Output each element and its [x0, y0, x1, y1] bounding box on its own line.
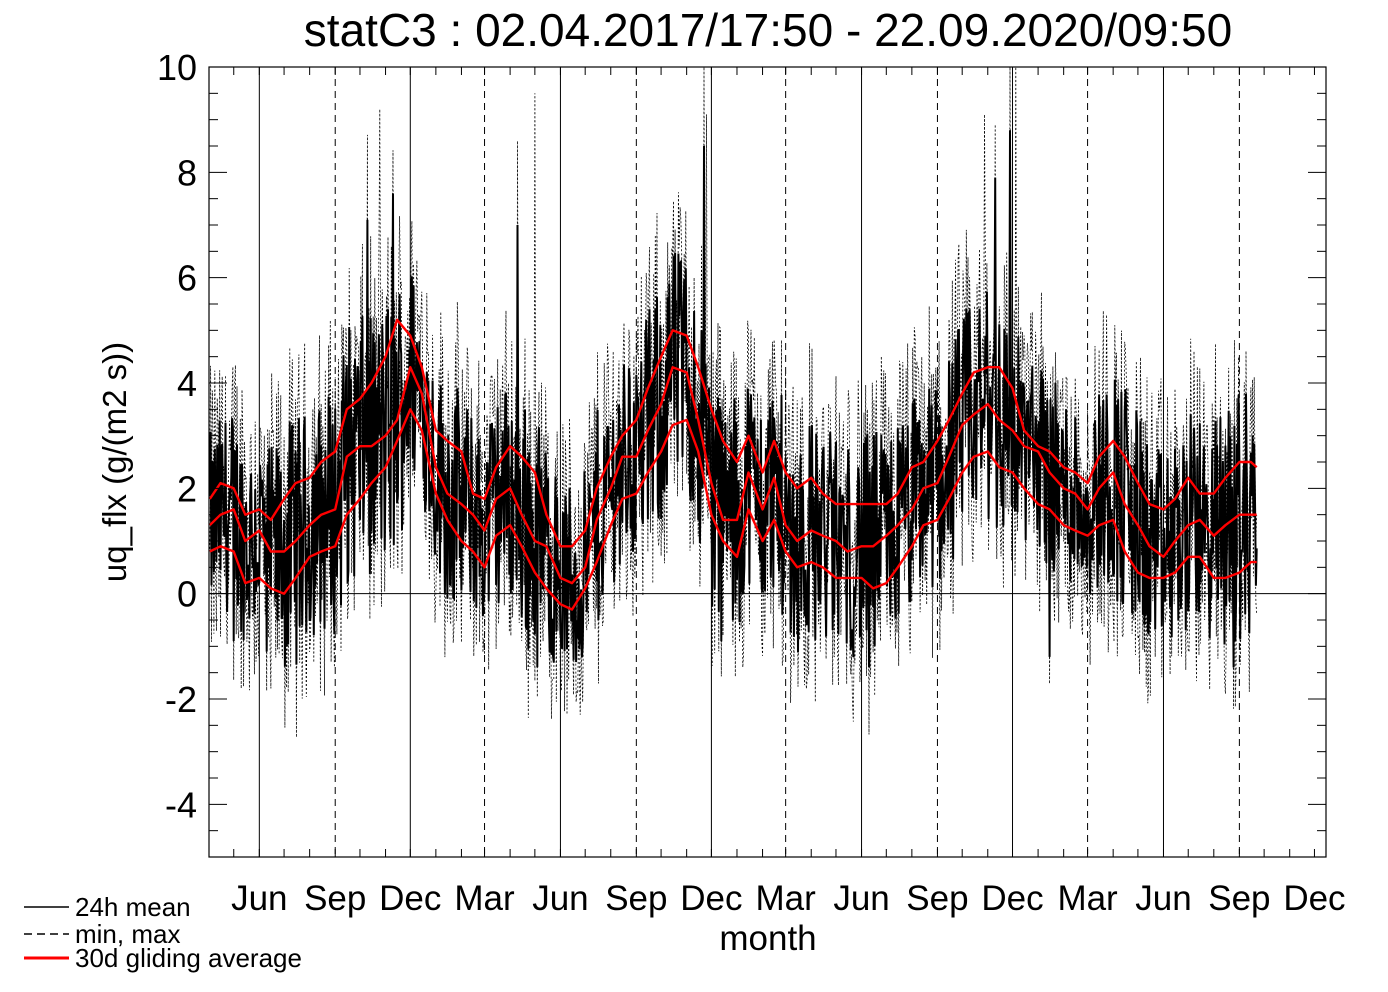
y-tick-label: 4	[177, 363, 197, 404]
x-axis-label: month	[719, 919, 816, 958]
y-tick-label: 10	[157, 47, 197, 88]
y-tick-label: -4	[165, 784, 197, 825]
x-tick-label: Dec	[1283, 879, 1345, 918]
gliding-average-mean-line	[208, 366, 1257, 585]
x-tick-label: Mar	[454, 879, 515, 918]
x-tick-label: Jun	[833, 879, 889, 918]
x-tick-label: Mar	[1057, 879, 1118, 918]
y-axis-label: uq_flx (g/(m2 s))	[96, 342, 133, 582]
x-tick-label: Dec	[981, 879, 1043, 918]
mean-layer	[208, 130, 1258, 668]
y-tick-label: 8	[177, 152, 197, 193]
mean-series-line	[208, 130, 1258, 668]
y-tick-label: 6	[177, 258, 197, 299]
red-layer	[208, 318, 1258, 611]
chart-title: statC3 : 02.04.2017/17:50 - 22.09.2020/0…	[304, 4, 1232, 56]
x-ticks: Jun Sep Dec Mar Jun Sep Dec Mar Jun Sep Dec Mar Jun S…	[208, 67, 1346, 918]
legend-label: 30d gliding average	[75, 943, 302, 973]
x-tick-label: Dec	[379, 879, 441, 918]
x-tick-label: Jun	[532, 879, 588, 918]
y-tick-label: -2	[165, 679, 197, 720]
y-tick-label: 0	[177, 574, 197, 615]
gliding-average-lower-line	[209, 408, 1257, 611]
y-ticks: -4 -2 0 2 4 6 8 10	[157, 47, 1326, 858]
gliding-average-upper-line	[208, 318, 1258, 548]
x-tick-label: Sep	[1208, 879, 1270, 918]
x-tick-label: Mar	[756, 879, 817, 918]
legend-label: min, max	[75, 919, 180, 949]
x-tick-label: Jun	[1135, 879, 1191, 918]
x-tick-label: Sep	[906, 879, 968, 918]
x-tick-label: Jun	[231, 879, 287, 918]
y-tick-label: 2	[177, 468, 197, 509]
x-tick-label: Sep	[605, 879, 667, 918]
legend-label: 24h mean	[75, 892, 191, 922]
x-tick-label: Sep	[304, 879, 366, 918]
x-tick-label: Dec	[680, 879, 742, 918]
